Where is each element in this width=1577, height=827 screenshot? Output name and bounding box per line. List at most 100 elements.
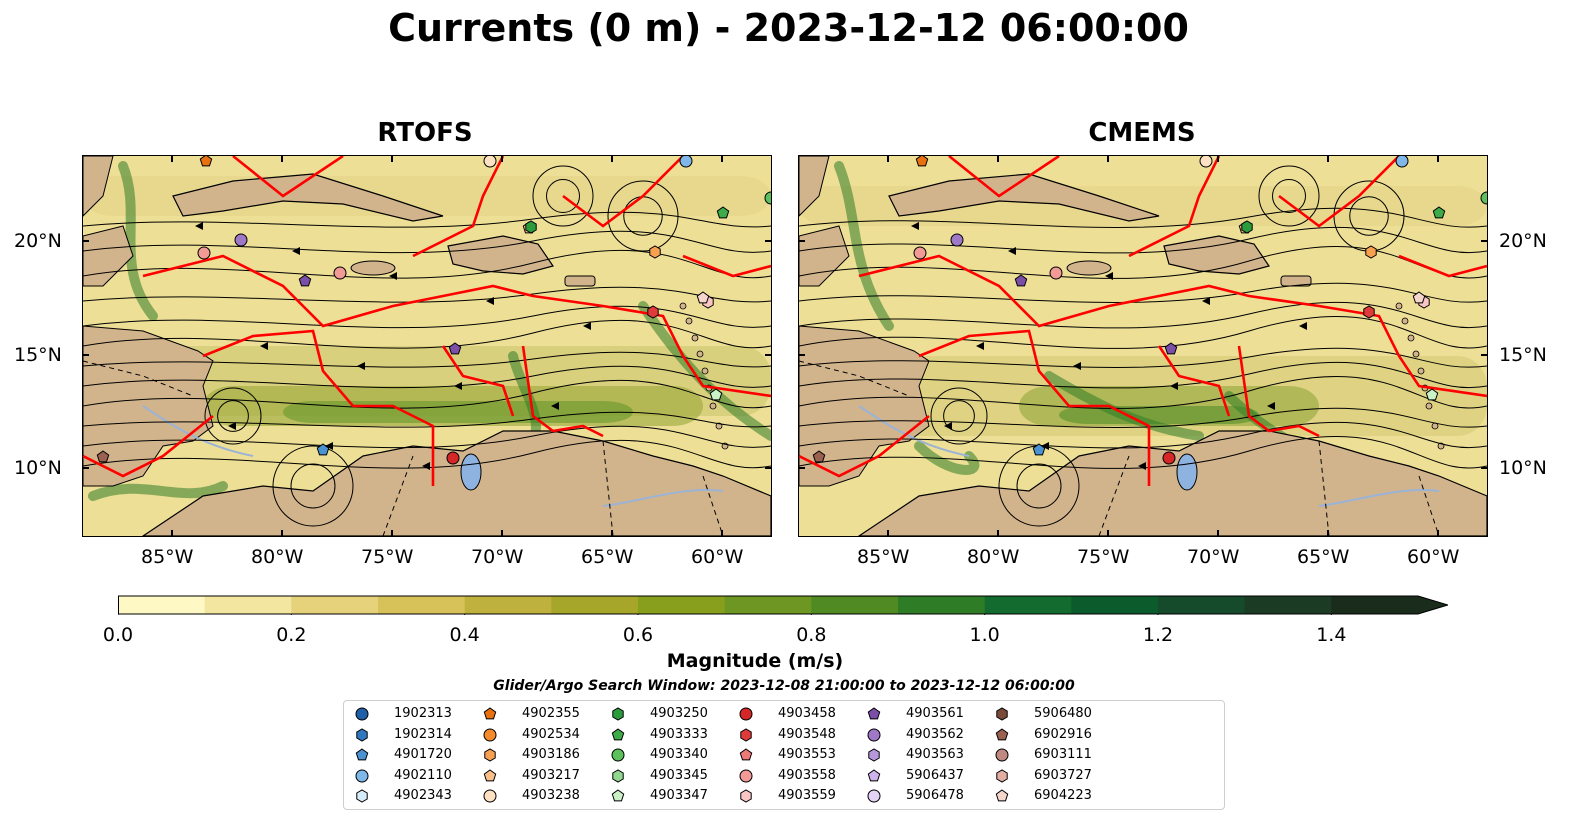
float-marker: [316, 443, 330, 456]
pentagon-marker-icon: [611, 727, 625, 740]
float-marker: [812, 450, 826, 463]
legend-label: 4903340: [650, 747, 708, 762]
circle-marker-icon: [739, 769, 753, 782]
lat-tick-label: 20°N: [14, 230, 62, 252]
float-marker: [446, 451, 460, 465]
legend-item: 4903347: [610, 787, 735, 805]
hexagon-marker-icon: [356, 727, 368, 742]
float-marker: [1412, 291, 1426, 304]
colorbar-segment: [724, 596, 812, 614]
legend-item: 6903727: [994, 767, 1119, 785]
colorbar-tick-label: 0.0: [102, 624, 134, 646]
float-marker: [950, 233, 964, 247]
legend-label: 4903558: [778, 767, 836, 783]
pentagon-marker-icon: [739, 748, 753, 761]
lon-tick-label: 60°W: [691, 546, 744, 568]
legend-label: 4903559: [778, 788, 836, 803]
float-marker: [234, 233, 248, 247]
colorbar-segment: [1071, 596, 1159, 614]
colorbar-segment: [204, 596, 292, 614]
float-marker: [1480, 191, 1487, 205]
legend-label: 1902314: [394, 726, 452, 742]
circle-marker-icon: [867, 789, 881, 803]
legend-label: 4903458: [778, 706, 836, 721]
float-marker: [915, 156, 929, 167]
legend-label: 4903347: [650, 788, 708, 803]
pentagon-marker-icon: [995, 789, 1009, 802]
legend-item: 4903563: [866, 746, 991, 764]
float-marker: [199, 156, 213, 167]
hexagon-marker-icon: [996, 707, 1008, 721]
legend-label: 4903563: [906, 747, 964, 762]
lon-tick-label: 70°W: [471, 546, 524, 568]
legend-label: 5906437: [906, 767, 964, 783]
lon-tick-label: 75°W: [361, 546, 414, 568]
colorbar-segment: [118, 596, 206, 614]
colorbar-tick-label: 0.2: [276, 624, 307, 646]
legend-label: 4903238: [522, 788, 580, 803]
lon-tick-label: 60°W: [1407, 546, 1460, 568]
legend-item: 4903559: [738, 787, 863, 805]
legend-item: 4903333: [610, 726, 735, 744]
legend-item: 6904223: [994, 787, 1119, 805]
float-marker: [1199, 156, 1213, 168]
hexagon-marker-icon: [868, 748, 880, 762]
legend-item: 5906480: [994, 705, 1119, 723]
pentagon-marker-icon: [483, 768, 497, 781]
float-marker: [197, 246, 211, 260]
legend-label: 1902313: [394, 706, 452, 721]
lon-tick-label: 75°W: [1077, 546, 1130, 568]
lat-tick-label: 20°N: [1499, 230, 1547, 252]
legend-item: 4903553: [738, 746, 863, 764]
pentagon-marker-icon: [483, 707, 497, 720]
legend-label: 4902110: [394, 767, 452, 783]
legend-label: 4903186: [522, 747, 580, 762]
legend-item: 6902916: [994, 726, 1119, 744]
figure-title: Currents (0 m) - 2023-12-12 06:00:00: [388, 6, 1189, 50]
lon-tick-label: 80°W: [251, 546, 304, 568]
float-marker: [1365, 245, 1377, 259]
map-cmems: [798, 155, 1488, 537]
legend-item: 4903345: [610, 767, 735, 785]
legend-item: 5906478: [866, 787, 991, 805]
float-marker: [333, 266, 347, 280]
hexagon-marker-icon: [740, 727, 752, 742]
pentagon-marker-icon: [867, 768, 881, 781]
legend-item: 4903238: [482, 787, 607, 805]
legend-item: 5906437: [866, 767, 991, 785]
pentagon-marker-icon: [995, 727, 1009, 740]
hexagon-marker-icon: [996, 768, 1008, 783]
legend-label: 4903217: [522, 767, 580, 783]
colorbar-tick-label: 1.4: [1316, 624, 1347, 646]
float-marker: [1241, 220, 1253, 234]
float-marker: [448, 342, 462, 355]
colorbar-label: Magnitude (m/s): [666, 650, 844, 672]
map-canvas: [83, 156, 771, 536]
legend-item: 1902313: [354, 705, 479, 723]
float-marker: [1363, 305, 1375, 319]
legend-item: 4902110: [354, 767, 479, 785]
legend-label: 4902355: [522, 706, 580, 721]
float-marker: [709, 388, 723, 401]
float-marker: [1164, 342, 1178, 355]
float-marker: [1014, 274, 1028, 287]
colorbar-extend: [1331, 596, 1448, 614]
circle-marker-icon: [483, 728, 497, 741]
lat-tick-label: 10°N: [14, 457, 62, 479]
legend-item: 4903562: [866, 726, 991, 744]
legend-label: 6903727: [1034, 767, 1092, 783]
colorbar-tick-label: 0.8: [796, 624, 827, 646]
float-marker: [1032, 443, 1046, 456]
pentagon-marker-icon: [355, 748, 369, 761]
hexagon-marker-icon: [484, 748, 496, 762]
float-marker: [716, 206, 730, 219]
lon-tick-label: 65°W: [581, 546, 634, 568]
float-marker: [1432, 206, 1446, 219]
circle-marker-icon: [355, 707, 369, 721]
legend-label: 5906480: [1034, 706, 1092, 721]
legend-item: 4903558: [738, 767, 863, 785]
colorbar-segment: [984, 596, 1072, 614]
colorbar-segment: [811, 596, 899, 614]
colorbar-segment: [464, 596, 552, 614]
search-window-note: Glider/Argo Search Window: 2023-12-08 21…: [493, 678, 1075, 694]
